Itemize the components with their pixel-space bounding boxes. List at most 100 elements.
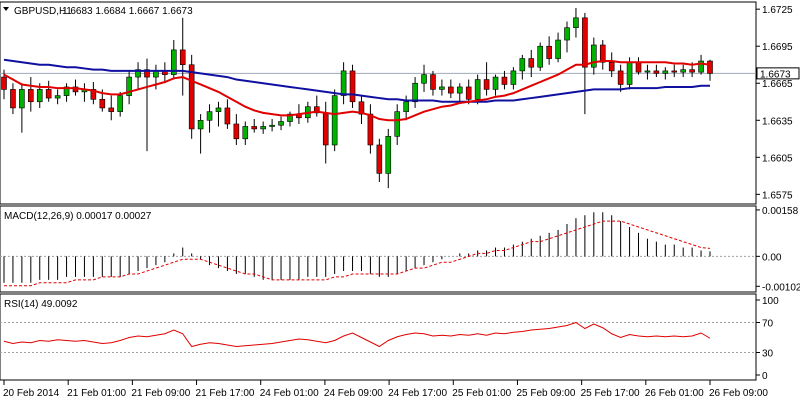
- dropdown-arrow-icon[interactable]: [3, 7, 9, 11]
- last-price-marker: 1.6673: [756, 67, 800, 80]
- candle-body: [582, 17, 588, 68]
- candle: [10, 83, 16, 115]
- candle: [206, 104, 213, 133]
- candle: [126, 70, 132, 105]
- candle-body: [608, 61, 615, 72]
- candle-body: [492, 76, 499, 90]
- candle: [599, 40, 606, 70]
- candle-body: [54, 95, 61, 99]
- candle-body: [28, 89, 34, 103]
- candle-body: [10, 89, 16, 109]
- candle: [45, 80, 52, 102]
- y-tick-label: -0.00102: [762, 282, 800, 293]
- candle: [331, 89, 338, 152]
- y-tick-label: 0.00: [762, 252, 782, 263]
- candle: [501, 70, 508, 90]
- candle-body: [242, 126, 249, 140]
- candle: [233, 114, 240, 145]
- candle-body: [1, 76, 7, 90]
- candle-body: [63, 86, 70, 96]
- y-tick-label: 1.6665: [762, 79, 793, 90]
- candle-body: [331, 95, 338, 146]
- macd-histogram: [3, 212, 711, 283]
- candle: [456, 83, 463, 102]
- candle-body: [689, 69, 695, 73]
- candle-body: [465, 86, 472, 100]
- candle-body: [698, 60, 704, 73]
- candle-body: [448, 86, 454, 94]
- candle: [242, 121, 249, 145]
- x-axis: 20 Feb 2014 21 Feb 01:00 21 Feb 09:00 21 Fe…: [3, 380, 768, 399]
- candle-body: [99, 98, 106, 109]
- candle: [421, 64, 427, 92]
- candle-body: [358, 101, 365, 115]
- candle: [358, 95, 365, 124]
- candle-body: [626, 61, 633, 85]
- rsi-line: [3, 321, 711, 348]
- candle: [582, 12, 588, 115]
- candle-body: [251, 126, 258, 130]
- candle-body: [126, 76, 132, 96]
- candle-body: [260, 126, 266, 130]
- candle: [54, 89, 61, 105]
- price-y-axis: 1.6725 1.6695 1.6665 1.6635 1.6605 1.6575: [756, 5, 793, 201]
- candle-body: [662, 70, 669, 74]
- price-panel-header: GBPUSD,H1 1.6683 1.6684 1.6667 1.6673: [3, 6, 193, 17]
- macd-panel-frame: [0, 205, 757, 293]
- candle: [564, 21, 570, 53]
- candle: [260, 121, 266, 134]
- candle: [439, 79, 445, 96]
- candle: [707, 59, 713, 81]
- candle-body: [144, 69, 150, 78]
- candle-body: [403, 101, 409, 112]
- x-tick-label: 26 Feb 09:00: [709, 388, 768, 399]
- candle: [313, 95, 320, 117]
- symbol-title: GBPUSD,H1: [14, 6, 72, 17]
- candle-body: [653, 70, 660, 74]
- candle: [340, 62, 347, 105]
- candle: [537, 42, 544, 71]
- candle-body: [483, 79, 490, 90]
- candle: [224, 99, 231, 129]
- candle-body: [456, 86, 463, 94]
- candle: [197, 114, 204, 154]
- rsi-y-axis: 100 70 30 0: [756, 296, 779, 382]
- candle-body: [680, 69, 686, 73]
- y-tick-label: 100: [762, 296, 779, 307]
- y-tick-label: 1.6695: [762, 42, 793, 53]
- candle-body: [617, 70, 624, 85]
- candle: [90, 82, 97, 105]
- candle: [608, 52, 615, 78]
- y-tick-label: 70: [762, 319, 774, 330]
- candle-body: [313, 106, 320, 114]
- candle: [63, 83, 70, 102]
- ohlc-values: 1.6683 1.6684 1.6667 1.6673: [62, 6, 193, 17]
- candle: [412, 77, 418, 108]
- y-tick-label: 1.6605: [762, 153, 793, 164]
- y-tick-label: 30: [762, 349, 774, 360]
- price-panel: 1.6725 1.6695 1.6665 1.6635 1.6605 1.6575 1.6…: [0, 1, 800, 205]
- candle-body: [707, 60, 713, 74]
- candle: [430, 70, 436, 96]
- candle: [170, 40, 177, 80]
- candle: [483, 62, 490, 96]
- candle-body: [430, 74, 436, 90]
- macd-y-axis: 0.00158 0.00 -0.00102: [756, 206, 800, 293]
- candle: [653, 64, 660, 78]
- candle: [385, 128, 392, 189]
- candle-body: [501, 76, 508, 85]
- macd-signal-line: [4, 220, 711, 287]
- candle: [179, 17, 186, 96]
- candle-body: [421, 74, 427, 84]
- candle-body: [188, 64, 195, 130]
- x-tick-label: 25 Feb 09:00: [516, 388, 575, 399]
- x-tick-label: 21 Feb 09:00: [131, 388, 190, 399]
- candle-body: [233, 123, 240, 140]
- candle: [108, 95, 115, 121]
- candle-body: [367, 113, 374, 146]
- rsi-title: RSI(14) 49.0092: [4, 299, 78, 310]
- x-tick-label: 24 Feb 09:00: [324, 388, 383, 399]
- x-tick-label: 26 Feb 01:00: [645, 388, 704, 399]
